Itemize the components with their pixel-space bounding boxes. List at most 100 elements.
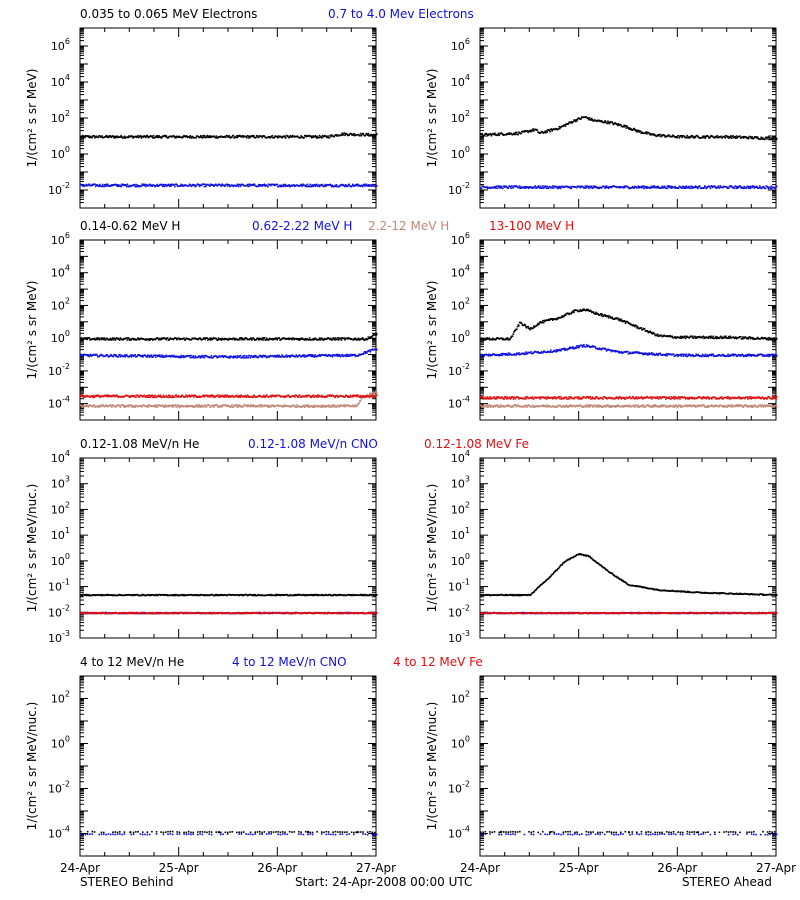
data-point: [226, 338, 228, 340]
data-point: [231, 184, 234, 187]
data-point: [84, 395, 86, 397]
data-point: [273, 405, 276, 408]
data-point: [561, 315, 563, 317]
data-point: [152, 396, 154, 399]
data-point: [628, 352, 630, 355]
data-point: [248, 354, 251, 357]
data-point: [136, 184, 139, 186]
data-point: [260, 406, 262, 408]
data-point: [756, 337, 758, 340]
data-point: [323, 135, 325, 138]
data-point: [106, 354, 109, 357]
data-point: [555, 318, 558, 321]
data-point: [696, 186, 698, 188]
data-point: [540, 185, 542, 188]
data-point: [663, 185, 666, 188]
data-point: [485, 338, 488, 340]
data-point: [323, 338, 325, 341]
data-point: [497, 132, 500, 135]
data-point: [532, 327, 534, 329]
data-point: [158, 338, 161, 341]
data-point: [354, 338, 356, 341]
data-point: [250, 404, 252, 406]
data-point: [657, 354, 659, 357]
series-electrons-ahead-0: [480, 116, 778, 141]
data-point: [168, 339, 170, 341]
data-point: [665, 354, 667, 357]
data-point: [362, 395, 365, 397]
data-point: [354, 353, 356, 356]
data-point: [598, 347, 601, 349]
data-point: [102, 404, 105, 407]
data-point: [488, 337, 491, 339]
data-point: [640, 327, 642, 329]
data-point: [179, 184, 182, 187]
series-protons-ahead-0: [480, 308, 778, 341]
data-point: [346, 355, 348, 358]
data-point: [331, 134, 334, 137]
data-point: [245, 135, 247, 138]
data-point: [243, 354, 246, 357]
data-point: [132, 405, 135, 407]
data-point: [167, 404, 170, 407]
data-point: [486, 133, 488, 136]
data-point: [87, 355, 89, 357]
data-point: [636, 326, 638, 329]
data-point: [480, 338, 482, 341]
data-point: [507, 187, 510, 189]
data-point: [369, 351, 372, 353]
data-point: [342, 395, 344, 397]
data-point: [617, 123, 620, 125]
data-point: [508, 338, 511, 341]
data-point: [95, 135, 98, 138]
data-point: [655, 352, 658, 355]
data-point: [284, 404, 286, 406]
data-point: [85, 183, 88, 186]
data-point: [667, 134, 670, 136]
data-point: [301, 337, 304, 340]
data-point: [532, 186, 535, 189]
data-point: [209, 185, 211, 187]
data-point: [97, 394, 100, 397]
data-point: [123, 354, 126, 356]
data-point: [342, 133, 345, 135]
data-point: [501, 354, 503, 357]
data-point: [336, 394, 339, 397]
data-point: [618, 350, 621, 353]
data-point: [130, 406, 133, 408]
data-point: [148, 356, 151, 358]
data-point: [581, 310, 583, 312]
data-point: [154, 404, 156, 407]
data-point: [99, 406, 101, 408]
data-point: [368, 336, 371, 338]
data-point: [358, 402, 360, 405]
data-point: [688, 135, 691, 138]
data-point: [257, 185, 259, 188]
data-point: [246, 337, 248, 340]
data-point: [101, 354, 104, 357]
data-point: [571, 311, 574, 314]
data-point: [118, 405, 121, 407]
data-point: [518, 186, 520, 189]
data-point: [87, 354, 90, 356]
data-point: [104, 135, 107, 138]
data-point: [630, 128, 633, 130]
data-point: [239, 185, 242, 188]
data-point: [352, 339, 355, 341]
data-point: [157, 135, 159, 137]
data-point: [297, 339, 300, 341]
data-point: [329, 338, 331, 341]
data-point: [607, 186, 609, 189]
data-point: [273, 136, 276, 139]
data-point: [549, 185, 551, 188]
data-point: [208, 136, 211, 139]
data-point: [549, 350, 551, 353]
data-point: [361, 133, 363, 136]
data-point: [561, 316, 564, 319]
data-point: [135, 135, 137, 138]
data-point: [263, 183, 266, 186]
data-point: [322, 404, 324, 407]
data-point: [559, 127, 561, 130]
data-point: [209, 339, 212, 341]
data-point: [127, 136, 129, 139]
